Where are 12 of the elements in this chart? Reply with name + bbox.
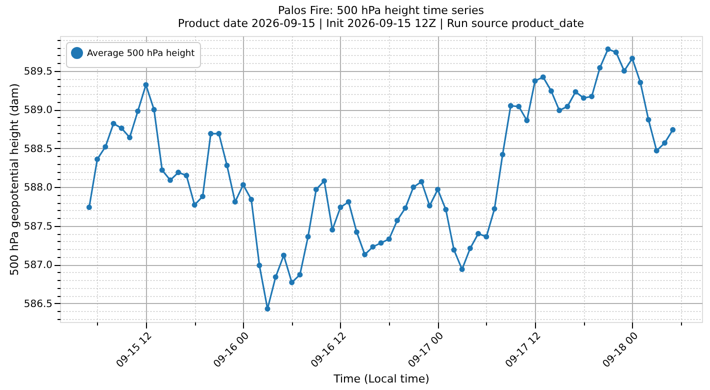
- y-tick-label: 587.5: [24, 221, 52, 232]
- y-axis-title: 500 hPa geopotential height (dam): [8, 83, 21, 276]
- x-axis-title: Time (Local time): [332, 372, 430, 386]
- chart-title: Palos Fire: 500 hPa height time series: [278, 4, 484, 17]
- y-tick-label: 588.5: [24, 144, 52, 155]
- y-tick-label: 588.0: [24, 182, 52, 194]
- y-tick-label: 586.5: [24, 298, 52, 310]
- legend-label: Average 500 hPa height: [87, 49, 196, 59]
- chart-subtitle: Product date 2026-09-15 | Init 2026-09-15 12Z | Run source product_date: [178, 16, 584, 30]
- y-tick-label: 589.0: [24, 105, 52, 116]
- y-tick-label: 589.5: [24, 66, 52, 78]
- y-tick-label: 587.0: [24, 260, 52, 272]
